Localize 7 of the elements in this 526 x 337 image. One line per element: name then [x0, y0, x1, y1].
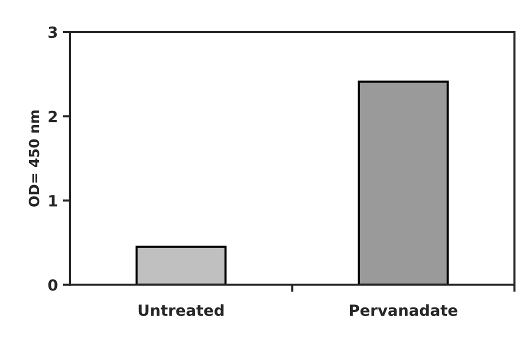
- y-tick-label: 0: [48, 279, 58, 291]
- x-tick-label: Untreated: [138, 304, 224, 316]
- y-axis-title: OD= 450 nm: [28, 110, 40, 207]
- y-tick-label: 3: [48, 26, 57, 38]
- y-tick-label: 2: [48, 110, 57, 122]
- y-tick-label: 1: [49, 195, 58, 206]
- x-tick-label: Pervanadate: [350, 304, 458, 316]
